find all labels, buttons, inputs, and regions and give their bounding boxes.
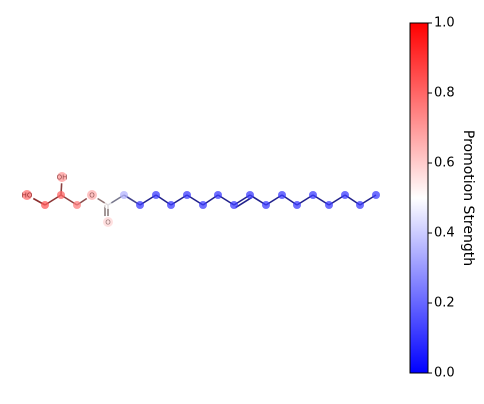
atom-highlight	[22, 190, 32, 200]
atom-highlight	[57, 191, 65, 199]
atom-highlight	[214, 191, 222, 199]
atom-highlight	[246, 191, 254, 199]
atom-highlight	[341, 191, 349, 199]
atom-highlight	[199, 201, 207, 209]
atom-highlight	[372, 191, 380, 199]
atom-highlight	[230, 201, 238, 209]
colorbar-tick-label: 0.4	[434, 226, 455, 241]
atom-highlight	[309, 191, 317, 199]
atoms: HO OH O O	[22, 172, 380, 227]
atom-highlight	[278, 191, 286, 199]
atom-highlight	[293, 201, 301, 209]
atom-label: HO	[22, 192, 33, 200]
colorbar-tick-label: 0.8	[434, 86, 455, 101]
atom-highlight	[103, 217, 113, 227]
atom-highlight	[73, 201, 81, 209]
colorbar	[409, 22, 429, 374]
atom-label: O	[105, 219, 111, 227]
colorbar-tick-label: 0.6	[434, 156, 455, 171]
atom-highlight	[325, 201, 333, 209]
atom-highlight	[104, 201, 112, 209]
colorbar-label: Promotion Strength	[460, 130, 476, 266]
bond	[235, 196, 253, 209]
atom-highlight	[356, 201, 364, 209]
bonds	[32, 183, 377, 217]
atom-highlight	[136, 201, 144, 209]
atom-highlight	[87, 190, 97, 200]
colorbar-tick-label: 1.0	[434, 16, 455, 31]
colorbar-tick-label: 0.0	[434, 366, 455, 381]
atom-highlight	[57, 172, 67, 182]
atom-highlight	[167, 201, 175, 209]
atom-highlight	[183, 191, 191, 199]
atom-highlight	[262, 201, 270, 209]
atom-highlight	[41, 201, 49, 209]
atom-highlight	[120, 191, 128, 199]
colorbar-ticks: 0.0 0.2 0.4 0.6 0.8 1.0	[428, 16, 455, 381]
atom-highlight	[152, 191, 160, 199]
atom-label: OH	[57, 174, 68, 182]
atom-label: O	[89, 192, 95, 200]
colorbar-tick-label: 0.2	[434, 296, 455, 311]
